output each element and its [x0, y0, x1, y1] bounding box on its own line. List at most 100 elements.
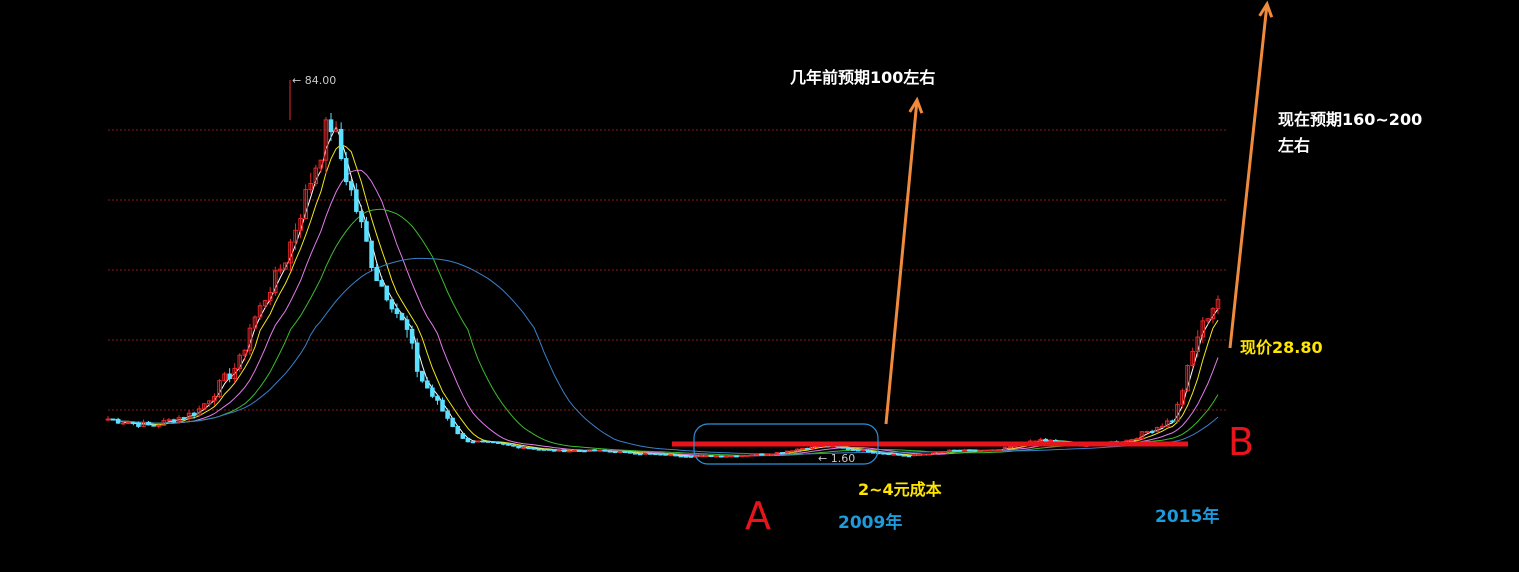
candle-body-96	[592, 449, 597, 452]
prev-expectation-note: 几年前预期100左右	[790, 68, 936, 87]
candle-body-177	[1002, 446, 1008, 451]
candle-body-115	[688, 455, 694, 458]
candle-body-128	[754, 453, 760, 456]
candle-body-97	[597, 449, 602, 452]
candle-body-213	[1185, 365, 1190, 392]
candle-body-14	[176, 417, 182, 423]
candle-body-24	[227, 373, 232, 380]
candle-body-161	[921, 453, 927, 456]
candle-body-5	[131, 422, 136, 425]
candle-body-184	[1038, 438, 1043, 442]
candle-body-69	[455, 425, 460, 435]
candle-body-79	[506, 443, 511, 446]
candle-body-32	[267, 291, 273, 302]
candle-body-165	[942, 451, 947, 454]
candle-body-137	[800, 447, 805, 450]
candle-body-110	[663, 453, 668, 456]
candle-body-12	[166, 419, 172, 422]
candle-body-146	[845, 447, 851, 450]
candle-body-35	[283, 262, 288, 270]
point-b-label: B	[1228, 420, 1255, 464]
candle-body-67	[445, 410, 450, 419]
candle-body-46	[338, 128, 344, 160]
candle-body-112	[673, 454, 678, 457]
candle-body-21	[212, 395, 217, 402]
candle-body-129	[759, 453, 765, 456]
candle-body-42	[318, 159, 324, 169]
candle-body-119	[708, 455, 714, 458]
candle-body-3	[120, 422, 126, 425]
candle-body-132	[774, 452, 780, 455]
candle-body-186	[1048, 439, 1054, 442]
candlesticks	[105, 113, 1221, 458]
candle-body-2	[115, 418, 121, 424]
candle-body-8	[146, 421, 151, 426]
candle-body-77	[496, 441, 501, 444]
candle-body-52	[369, 240, 374, 268]
candle-body-108	[653, 453, 658, 456]
candle-body-54	[379, 280, 384, 287]
high-price-label: ← 84.00	[292, 74, 337, 87]
candle-body-62	[419, 370, 425, 382]
now-expectation-note-line2: 左右	[1278, 136, 1311, 155]
arrow-now-target-head	[1258, 0, 1274, 18]
candle-body-89	[556, 449, 562, 452]
candle-body-187	[1053, 439, 1059, 442]
candle-body-40	[308, 182, 314, 190]
candle-body-45	[333, 128, 339, 133]
candle-body-20	[207, 400, 212, 405]
candle-body-73	[475, 440, 481, 443]
candle-body-113	[678, 455, 684, 458]
candle-body-103	[627, 451, 633, 454]
candle-body-41	[313, 167, 319, 184]
candle-body-209	[1165, 420, 1170, 427]
candle-body-43	[323, 119, 329, 161]
candle-body-63	[425, 380, 430, 389]
candle-body-205	[1144, 430, 1150, 433]
candle-body-83	[526, 447, 531, 450]
candle-body-218	[1210, 308, 1216, 320]
candle-body-34	[278, 268, 283, 272]
candle-body-156	[896, 453, 901, 456]
candle-body-134	[784, 450, 790, 454]
candle-body-16	[186, 412, 192, 419]
candle-body-125	[739, 454, 744, 457]
candle-body-38	[298, 218, 303, 231]
candle-body-28	[247, 327, 253, 351]
candle-body-208	[1159, 425, 1165, 428]
candle-body-174	[987, 449, 993, 452]
candle-body-121	[719, 455, 724, 458]
candle-body-204	[1139, 431, 1145, 440]
candle-body-57	[394, 308, 400, 314]
candle-body-105	[637, 453, 643, 456]
year-2009-label: 2009年	[838, 513, 903, 533]
arrow-now-target-shaft	[1228, 3, 1269, 349]
candle-body-53	[374, 266, 379, 282]
candle-body-55	[384, 285, 390, 301]
candle-body-151	[871, 451, 876, 454]
candle-body-147	[850, 448, 856, 451]
candle-body-136	[795, 448, 800, 452]
candle-body-168	[957, 449, 962, 452]
low-price-label: ← 1.60	[818, 452, 856, 465]
candle-body-37	[293, 229, 298, 243]
candle-body-61	[414, 342, 420, 372]
candle-body-88	[551, 449, 557, 452]
annotation-overlays	[289, 0, 1274, 465]
candle-body-102	[622, 451, 628, 454]
candle-body-74	[480, 440, 486, 443]
candle-body-123	[729, 455, 734, 458]
candle-body-106	[642, 452, 648, 455]
accumulation-zone-outline	[693, 423, 879, 465]
candle-body-18	[196, 408, 202, 416]
candle-body-175	[992, 449, 998, 452]
candle-body-148	[855, 449, 861, 452]
grid-lines	[108, 129, 1228, 411]
candle-body-159	[911, 454, 917, 457]
candle-body-202	[1129, 439, 1135, 442]
ma-white-line	[107, 125, 1219, 457]
candle-body-36	[288, 241, 293, 264]
candle-body-1	[110, 418, 116, 421]
candle-body-85	[536, 448, 542, 451]
candle-body-185	[1043, 438, 1048, 442]
